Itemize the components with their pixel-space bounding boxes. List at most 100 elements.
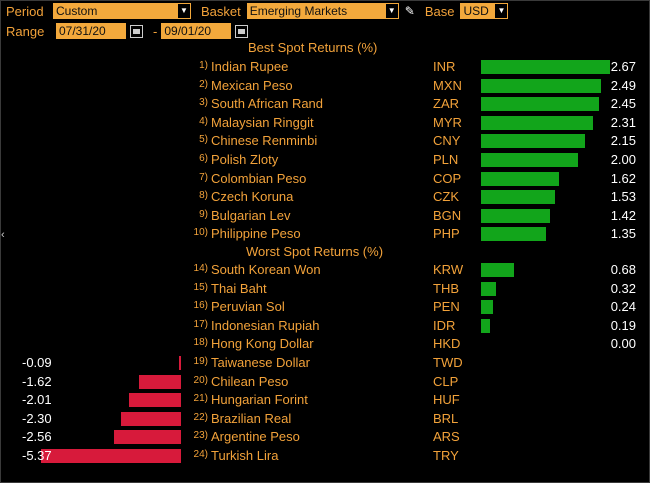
currency-name[interactable]: Bulgarian Lev (211, 207, 291, 223)
base-select[interactable]: USD ▼ (460, 3, 509, 19)
return-bar (481, 153, 578, 167)
row-rank: 3) (199, 97, 208, 109)
range-start-field[interactable]: 07/31/20 (56, 23, 126, 39)
currency-code[interactable]: PLN (433, 152, 459, 167)
row-rank: 24) (193, 449, 208, 460)
currency-code[interactable]: ARS (433, 429, 460, 445)
row-rank: 22) (193, 411, 208, 423)
basket-select[interactable]: Emerging Markets ▼ (246, 3, 399, 19)
return-value: 2.15 (610, 133, 636, 149)
currency-name[interactable]: Indonesian Rupiah (211, 317, 320, 333)
currency-code[interactable]: BRL (433, 410, 459, 426)
currency-name[interactable]: Philippine Peso (211, 226, 301, 242)
return-value: -5.37 (22, 448, 52, 463)
return-bar (481, 318, 491, 333)
return-bar (481, 300, 493, 315)
return-value: -2.30 (22, 410, 52, 426)
worst-section-title: Worst Spot Returns (%) (246, 244, 384, 259)
row-rank: 6) (199, 153, 208, 164)
basket-label: Basket (201, 3, 241, 19)
base-value: USD (463, 4, 489, 18)
calendar-icon[interactable] (235, 24, 249, 38)
currency-name[interactable]: Peruvian Sol (211, 299, 285, 315)
currency-code[interactable]: IDR (433, 317, 456, 333)
currency-code[interactable]: MYR (433, 114, 462, 130)
currency-code[interactable]: TWD (433, 355, 463, 370)
currency-name[interactable]: South Korean Won (211, 262, 321, 277)
best-section-title: Best Spot Returns (%) (248, 40, 378, 55)
return-value: 1.62 (610, 170, 636, 186)
row-rank: 14) (193, 263, 208, 274)
currency-code[interactable]: MXN (433, 77, 462, 93)
return-bar (138, 374, 181, 389)
return-bar (128, 393, 181, 408)
return-bar (481, 208, 550, 223)
currency-code[interactable]: HKD (433, 336, 461, 352)
return-bar (481, 190, 555, 205)
currency-name[interactable]: Hong Kong Dollar (211, 336, 314, 352)
currency-code[interactable]: TRY (433, 448, 459, 463)
row-rank: 1) (199, 60, 208, 71)
basket-value: Emerging Markets (249, 4, 348, 18)
currency-name[interactable]: Hungarian Forint (211, 392, 308, 408)
currency-code[interactable]: INR (433, 59, 456, 74)
range-end-value: 09/01/20 (164, 24, 212, 38)
return-bar (481, 97, 600, 112)
currency-name[interactable]: Chinese Renminbi (211, 133, 318, 149)
return-value: -2.56 (22, 429, 52, 445)
currency-name[interactable]: Thai Baht (211, 280, 267, 296)
pencil-icon[interactable]: ✎ (404, 4, 415, 18)
chevron-left-icon[interactable]: ‹ (1, 229, 5, 241)
return-bar (481, 263, 514, 277)
return-bar (121, 411, 181, 426)
currency-name[interactable]: Colombian Peso (211, 170, 307, 186)
currency-code[interactable]: PHP (433, 226, 460, 242)
period-select[interactable]: Custom ▼ (53, 3, 191, 19)
currency-name[interactable]: Turkish Lira (211, 448, 279, 463)
return-value: -2.01 (22, 392, 52, 408)
currency-name[interactable]: Mexican Peso (211, 77, 293, 93)
return-value: 0.19 (610, 317, 636, 333)
range-end-field[interactable]: 09/01/20 (161, 23, 232, 39)
return-value: 2.45 (610, 96, 636, 112)
range-label: Range (6, 23, 45, 39)
currency-name[interactable]: South African Rand (211, 96, 324, 112)
range-separator: - (153, 23, 158, 39)
chevron-down-icon[interactable]: ▼ (178, 4, 190, 18)
calendar-icon[interactable] (130, 24, 143, 38)
currency-name[interactable]: Argentine Peso (211, 429, 300, 445)
currency-code[interactable]: CLP (433, 373, 459, 389)
return-bar (481, 78, 602, 93)
currency-name[interactable]: Brazilian Real (211, 410, 292, 426)
row-rank: 9) (199, 208, 208, 220)
currency-code[interactable]: THB (433, 280, 459, 296)
return-value: 1.35 (610, 226, 636, 242)
return-value: 2.49 (610, 77, 636, 93)
return-value: 2.00 (610, 152, 636, 167)
currency-name[interactable]: Malaysian Ringgit (211, 114, 314, 130)
row-rank: 5) (199, 134, 208, 146)
currency-name[interactable]: Czech Koruna (211, 189, 294, 205)
currency-name[interactable]: Taiwanese Dollar (211, 355, 310, 370)
return-value: 0.32 (610, 280, 636, 296)
currency-name[interactable]: Chilean Peso (211, 373, 289, 389)
currency-code[interactable]: HUF (433, 392, 460, 408)
chevron-down-icon[interactable]: ▼ (385, 4, 398, 18)
currency-code[interactable]: COP (433, 170, 462, 186)
return-value: 2.31 (610, 114, 636, 130)
currency-code[interactable]: PEN (433, 299, 460, 315)
row-rank: 21) (193, 393, 208, 405)
currency-code[interactable]: CNY (433, 133, 461, 149)
currency-code[interactable]: KRW (433, 262, 464, 277)
currency-code[interactable]: ZAR (433, 96, 459, 112)
range-row: Range 07/31/20 - 09/01/20 (6, 23, 249, 39)
chevron-down-icon[interactable]: ▼ (495, 4, 508, 18)
currency-name[interactable]: Indian Rupee (211, 59, 289, 74)
return-bar (481, 227, 547, 242)
return-bar (481, 115, 593, 130)
currency-code[interactable]: CZK (433, 189, 459, 205)
return-value: 0.68 (610, 262, 636, 277)
currency-code[interactable]: BGN (433, 207, 462, 223)
currency-name[interactable]: Polish Zloty (211, 152, 279, 167)
row-rank: 4) (199, 115, 208, 127)
